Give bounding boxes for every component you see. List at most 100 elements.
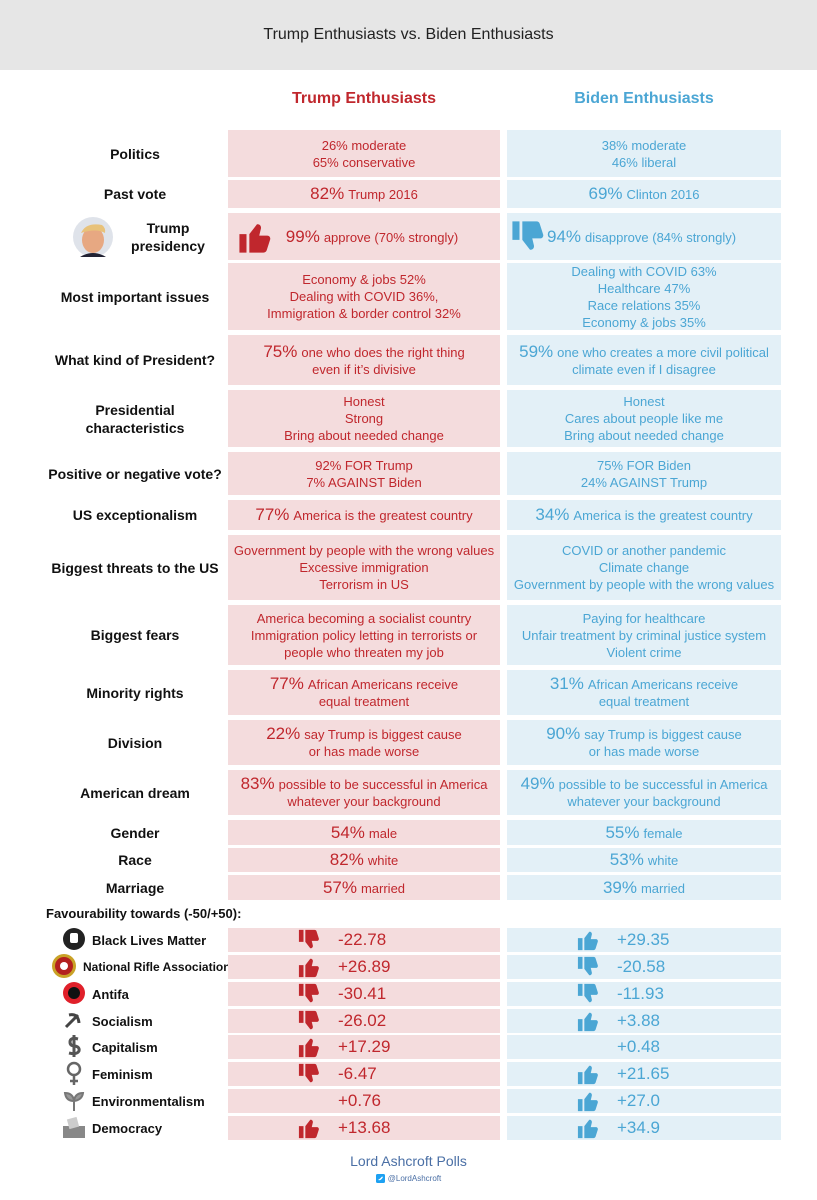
trump-cell: 77% African Americans receive equal treatm… (228, 670, 500, 715)
cell-line: whatever your background (567, 793, 720, 810)
cell-line: or has made worse (309, 743, 420, 760)
cell-line: 39% married (603, 879, 685, 897)
trump-fav-cell: -30.41 (228, 982, 500, 1006)
biden-fav-cell: +0.48 (507, 1035, 781, 1059)
stat: 53% (609, 850, 644, 869)
fav-label: Capitalism (92, 1039, 158, 1055)
cell-line: 53% white (610, 851, 678, 869)
thumb-up (239, 224, 271, 253)
cell-text: Dealing with COVID 63% (571, 263, 717, 279)
cell-text: Government by people with the wrong valu… (513, 577, 775, 592)
fav-value: -22.78 (338, 930, 387, 949)
cell-text: say Trump is biggest cause (304, 727, 462, 742)
cell-line: Immigration policy letting in terrorists… (251, 627, 477, 644)
cell-text: say Trump is biggest cause (584, 727, 742, 742)
stat: 39% (602, 877, 637, 897)
cell-text: 24% AGAINST Trump (580, 474, 708, 490)
cell-text: married (360, 880, 406, 896)
row-label: Race (118, 852, 152, 868)
thumb-down (298, 1063, 319, 1083)
cell-text: Immigration policy letting in terrorists… (250, 627, 478, 643)
cell-line: or has made worse (589, 743, 700, 760)
cell-line: 65% conservative (313, 154, 416, 171)
fav-value: -26.02 (338, 1011, 387, 1030)
column-header: Trump Enthusiasts (291, 90, 437, 107)
topic-icon (52, 954, 76, 978)
trump-cell: 92% FOR Trump 7% AGAINST Biden (228, 452, 500, 495)
thumb-up (577, 1065, 598, 1085)
cell-text: 92% FOR Trump (315, 457, 413, 473)
stat: 94% (547, 226, 582, 246)
cell-text: approve (70% strongly) (323, 229, 459, 245)
cell-line: people who threaten my job (284, 644, 444, 661)
cell-line: Strong (345, 410, 383, 427)
cell-text: whatever your background (567, 794, 721, 809)
cell-text: 38% moderate (601, 137, 687, 153)
fav-value: -30.41 (338, 984, 387, 1003)
cell-text: Excessive immigration (299, 560, 429, 575)
twitter-icon (375, 1174, 385, 1183)
cell-line: 59% one who creates a more civil politica… (519, 343, 769, 361)
fav-value: +3.88 (617, 1011, 661, 1030)
cell-text: one who creates a more civil political (557, 344, 769, 360)
cell-text: equal treatment (318, 694, 410, 709)
trump-cell: 82% Trump 2016 (228, 180, 500, 208)
cell-text: Bring about needed change (564, 428, 724, 443)
biden-cell: 39% married (507, 875, 781, 900)
thumb-up (577, 1012, 598, 1032)
cell-line: equal treatment (319, 693, 409, 710)
cell-text: climate even if I disagree (572, 361, 716, 377)
cell-line: Cares about people like me (565, 410, 723, 427)
cell-text: Unfair treatment by criminal justice sys… (521, 627, 767, 643)
trump-cell: Honest Strong Bring about needed change (228, 390, 500, 447)
cell-text: Terrorism in US (319, 577, 409, 592)
thumb-up (298, 1119, 319, 1139)
cell-line: 99% approve (70% strongly) (286, 228, 458, 246)
cell-line: Healthcare 47% (598, 280, 691, 297)
stat: 75% (263, 341, 298, 361)
cell-text: white (367, 853, 399, 868)
thumb-up (298, 958, 319, 978)
cell-line: Violent crime (607, 644, 682, 661)
cell-line: Government by people with the wrong valu… (514, 576, 774, 593)
trump-fav-cell: -22.78 (228, 928, 500, 952)
cell-line: 24% AGAINST Trump (581, 474, 707, 491)
topic-icon (68, 1035, 81, 1057)
trump-cell: Government by people with the wrong valu… (228, 535, 500, 600)
biden-cell: Paying for healthcare Unfair treatment by… (507, 605, 781, 665)
cell-line: Honest (343, 393, 384, 410)
fav-value: +26.89 (338, 957, 391, 976)
trump-cell: 83% possible to be successful in America w… (228, 770, 500, 815)
cell-text: one who does the right thing (301, 344, 465, 360)
cell-text: possible to be successful in America (558, 777, 768, 792)
biden-cell: 59% one who creates a more civil politica… (507, 335, 781, 385)
cell-line: 75% FOR Biden (597, 457, 691, 474)
biden-cell: 69% Clinton 2016 (507, 180, 781, 208)
cell-text: Honest (623, 394, 665, 409)
cell-text: COVID or another pandemic (561, 543, 727, 558)
cell-text: equal treatment (598, 694, 690, 709)
fav-value: +34.9 (617, 1118, 661, 1137)
cell-text: Bring about needed change (284, 428, 444, 443)
trump-cell: 82% white (228, 848, 500, 872)
cell-text: 26% moderate (321, 137, 407, 153)
cell-line: 82% Trump 2016 (310, 185, 418, 203)
stat: 82% (329, 850, 364, 869)
cell-line: Dealing with COVID 63% (571, 263, 716, 280)
cell-text: 65% conservative (312, 154, 416, 170)
biden-fav-cell: +29.35 (507, 928, 781, 952)
cell-text: or has made worse (308, 744, 420, 759)
fav-label: National Rifle Association (83, 960, 231, 974)
cell-line: Climate change (599, 559, 689, 576)
thumb-down (577, 983, 598, 1003)
trump-photo (73, 217, 113, 257)
biden-fav-cell: -20.58 (507, 955, 781, 979)
thumb-down (298, 929, 319, 949)
row-label: Positive or negative vote? (48, 465, 222, 482)
cell-line: 77% America is the greatest country (255, 506, 472, 524)
favourability-title: Favourability towards (-50/+50): (46, 905, 242, 921)
cell-line: Paying for healthcare (583, 610, 706, 627)
trump-fav-cell: -6.47 (228, 1062, 500, 1086)
fav-value: -20.58 (617, 957, 666, 976)
cell-text: disapprove (84% strongly) (585, 229, 737, 245)
